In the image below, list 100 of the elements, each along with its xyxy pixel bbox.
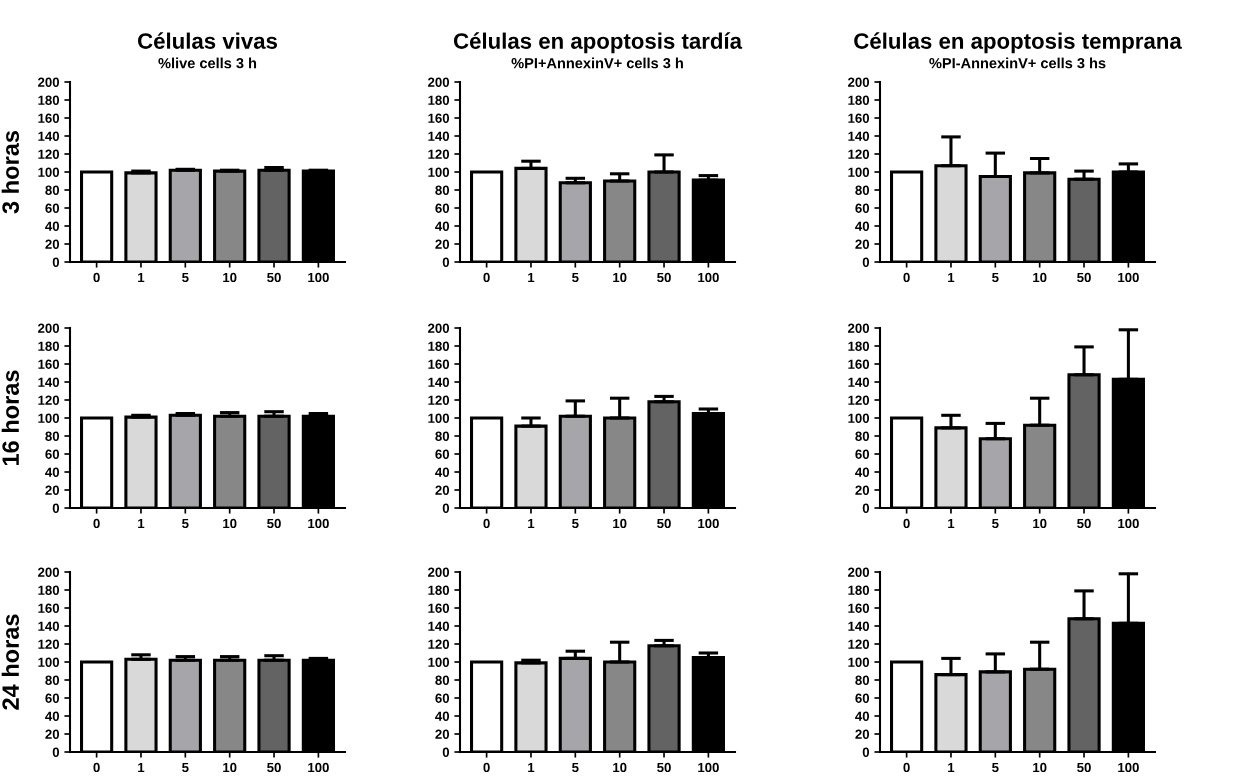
y-tick-label: 80: [435, 185, 450, 195]
x-tick-label: 10: [1033, 518, 1047, 529]
y-tick-label: 200: [38, 77, 60, 87]
x-tick-label: 100: [308, 762, 329, 773]
y-tick-label: 60: [45, 203, 60, 213]
y-tick-label: 160: [848, 113, 870, 123]
y-tick-label: 120: [848, 639, 870, 649]
y-tick-label: 120: [428, 149, 450, 159]
x-tick-label: 1: [138, 518, 145, 528]
x-tick-label: 5: [992, 762, 999, 773]
x-tick-label: 10: [223, 762, 237, 773]
y-tick-label: 180: [848, 95, 870, 105]
y-axis-title: 16 horas: [1, 370, 20, 466]
y-tick-label: 200: [848, 77, 870, 87]
x-tick-label: 50: [267, 272, 281, 283]
y-tick-label: 200: [428, 77, 450, 87]
x-tick-label: 100: [308, 518, 329, 529]
x-tick-label: 50: [1077, 762, 1091, 773]
x-tick-label: 50: [1077, 518, 1091, 529]
y-tick-label: 140: [848, 621, 870, 631]
x-tick-label: 5: [992, 272, 999, 283]
y-tick-label: 100: [848, 657, 870, 667]
x-tick-label: 100: [698, 762, 719, 773]
y-tick-label: 120: [428, 395, 450, 405]
y-tick-label: 200: [428, 567, 450, 577]
y-tick-label: 20: [855, 729, 870, 739]
x-tick-label: 1: [948, 518, 955, 528]
x-tick-label: 0: [903, 762, 910, 773]
x-tick-label: 10: [613, 518, 627, 529]
y-tick-label: 140: [38, 377, 60, 387]
x-tick-label: 10: [223, 272, 237, 283]
y-tick-label: 140: [848, 377, 870, 387]
y-tick-label: 80: [45, 675, 60, 685]
x-tick-label: 5: [572, 272, 579, 283]
x-tick-label: 100: [1118, 518, 1139, 529]
x-tick-label: 1: [138, 762, 145, 772]
y-tick-label: 80: [45, 185, 60, 195]
y-tick-label: 180: [38, 585, 60, 595]
y-tick-label: 180: [38, 95, 60, 105]
x-tick-label: 10: [613, 272, 627, 283]
y-tick-label: 60: [855, 203, 870, 213]
x-tick-label: 0: [93, 762, 100, 773]
y-tick-label: 0: [442, 503, 450, 513]
x-tick-label: 100: [698, 272, 719, 283]
y-tick-label: 180: [848, 585, 870, 595]
y-tick-label: 40: [855, 221, 870, 231]
y-tick-label: 0: [862, 747, 870, 757]
x-tick-label: 100: [1118, 272, 1139, 283]
y-tick-label: 160: [848, 359, 870, 369]
y-tick-label: 40: [855, 467, 870, 477]
y-tick-label: 20: [855, 485, 870, 495]
y-tick-label: 120: [38, 639, 60, 649]
y-tick-label: 0: [52, 503, 60, 513]
y-tick-label: 160: [848, 603, 870, 613]
x-tick-label: 50: [657, 518, 671, 529]
y-tick-label: 180: [428, 585, 450, 595]
y-tick-label: 20: [855, 239, 870, 249]
y-tick-label: 20: [435, 729, 450, 739]
y-tick-label: 120: [38, 395, 60, 405]
y-tick-label: 20: [435, 485, 450, 495]
y-tick-label: 40: [45, 221, 60, 231]
y-tick-label: 100: [428, 167, 450, 177]
x-tick-label: 0: [93, 518, 100, 529]
y-tick-label: 160: [38, 113, 60, 123]
y-tick-label: 80: [435, 675, 450, 685]
y-tick-label: 80: [855, 185, 870, 195]
y-axis-title: 3 horas: [1, 130, 20, 214]
y-tick-label: 100: [848, 167, 870, 177]
y-tick-label: 160: [428, 603, 450, 613]
x-tick-label: 100: [308, 272, 329, 283]
y-axis-title: 24 horas: [1, 614, 20, 710]
y-tick-label: 0: [862, 503, 870, 513]
y-tick-label: 20: [45, 729, 60, 739]
y-tick-label: 120: [428, 639, 450, 649]
y-tick-label: 80: [855, 431, 870, 441]
chart-title: Células en apoptosis tardía: [453, 32, 743, 54]
chart-subtitle: %PI-AnnexinV+ cells 3 hs: [929, 57, 1106, 69]
chart-title: Células vivas: [138, 32, 278, 49]
y-tick-label: 20: [45, 485, 60, 495]
x-tick-label: 50: [267, 762, 281, 773]
y-tick-label: 200: [848, 567, 870, 577]
y-tick-label: 100: [38, 657, 60, 667]
chart-title: Células en apoptosis temprana: [854, 32, 1182, 54]
x-tick-label: 0: [903, 518, 910, 529]
y-tick-label: 140: [428, 621, 450, 631]
y-tick-label: 40: [435, 467, 450, 477]
y-tick-label: 40: [435, 221, 450, 231]
x-tick-label: 1: [948, 272, 955, 282]
y-tick-label: 160: [428, 359, 450, 369]
y-tick-label: 120: [848, 149, 870, 159]
y-tick-label: 200: [38, 323, 60, 333]
x-tick-label: 100: [1118, 762, 1139, 773]
y-tick-label: 60: [435, 449, 450, 459]
y-tick-label: 160: [38, 603, 60, 613]
x-tick-label: 10: [613, 762, 627, 773]
y-tick-label: 140: [38, 131, 60, 141]
chart-subtitle: %PI+AnnexinV+ cells 3 h: [511, 57, 683, 69]
x-tick-label: 10: [1033, 762, 1047, 773]
y-tick-label: 200: [38, 567, 60, 577]
y-tick-label: 40: [45, 711, 60, 721]
